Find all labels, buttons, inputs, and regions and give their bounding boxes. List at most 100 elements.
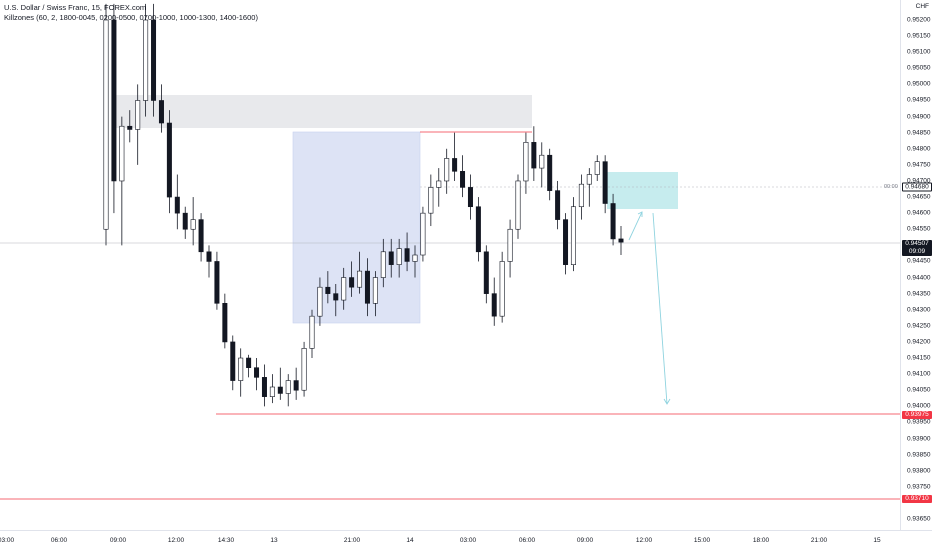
bar-countdown: 09:09 — [908, 248, 926, 255]
price-tick-label: 0.93850 — [907, 451, 931, 459]
bear-candle — [158, 100, 164, 124]
candlestick-chart[interactable] — [0, 0, 900, 530]
bear-candle — [349, 277, 355, 288]
bull-candle — [143, 19, 149, 101]
bull-candle — [269, 386, 275, 397]
price-tick-label: 0.94750 — [907, 161, 931, 169]
time-tick-label: 13 — [270, 537, 278, 544]
price-tick-label: 0.94900 — [907, 113, 931, 121]
bull-candle — [428, 187, 434, 214]
time-tick-label: 09:00 — [109, 537, 127, 544]
bear-candle — [404, 248, 410, 262]
bull-candle — [103, 19, 109, 230]
bear-candle — [602, 161, 608, 204]
bear-candle — [151, 19, 157, 101]
bull-candle — [507, 228, 513, 262]
price-tick-label: 0.93950 — [907, 418, 931, 426]
indicator-label[interactable]: Killzones (60, 2, 1800-0045, 0200-0500, … — [4, 13, 258, 22]
price-tick-label: 0.94850 — [907, 129, 931, 137]
current-price-value: 0.94507 — [905, 240, 929, 247]
bear-candle — [293, 380, 299, 391]
bull-candle — [372, 277, 378, 304]
bull-candle — [190, 219, 196, 230]
price-tick-label: 0.94350 — [907, 290, 931, 298]
time-tick-label: 14 — [406, 537, 414, 544]
bear-candle — [388, 251, 394, 265]
bull-candle — [412, 254, 418, 262]
bull-candle — [380, 251, 386, 278]
bull-candle — [135, 100, 141, 130]
time-axis[interactable]: 03:00 06:00 09:00 12:00 14:30 13 21:00 14 03:00 0… — [0, 530, 932, 551]
bear-candle — [254, 367, 260, 378]
bear-candle — [206, 251, 212, 262]
time-tick-label: 15:00 — [693, 537, 711, 544]
price-tick-label: 0.94600 — [907, 209, 931, 217]
bear-candle — [111, 19, 117, 182]
bull-candle — [341, 277, 347, 301]
low-level-1-tag: 0.93975 — [902, 411, 932, 419]
price-tick-label: 0.94100 — [907, 370, 931, 378]
time-tick-label: 03:00 — [0, 537, 15, 544]
time-tick-label: 12:00 — [167, 537, 185, 544]
arrow-up-path — [628, 211, 643, 241]
price-tick-label: 0.94700 — [907, 177, 931, 185]
price-tick-label: 0.95150 — [907, 32, 931, 40]
low-level-2-tag: 0.93710 — [902, 495, 932, 503]
bear-candle — [610, 203, 616, 240]
bull-candle — [499, 261, 505, 317]
bull-candle — [578, 183, 584, 208]
price-tick-label: 0.94400 — [907, 274, 931, 282]
bull-candle — [357, 270, 363, 288]
time-tick-label: 15 — [873, 537, 881, 544]
time-tick-label: 14:30 — [217, 537, 235, 544]
bull-candle — [285, 380, 291, 394]
bull-candle — [238, 357, 244, 381]
price-tick-label: 0.94950 — [907, 96, 931, 104]
price-tick-label: 0.94000 — [907, 402, 931, 410]
bear-candle — [475, 206, 481, 253]
price-tick-label: 0.93750 — [907, 483, 931, 491]
time-tick-label: 21:00 — [810, 537, 828, 544]
arrow-down-path — [652, 212, 668, 405]
bull-candle — [594, 161, 600, 175]
price-tick-label: 0.94450 — [907, 257, 931, 265]
bear-candle — [364, 270, 370, 304]
bear-candle — [460, 171, 466, 188]
bear-candle — [182, 212, 188, 230]
bull-candle — [396, 248, 402, 265]
bull-candle — [523, 142, 529, 182]
bear-candle — [198, 219, 204, 253]
price-tick-label: 0.95200 — [907, 16, 931, 24]
time-tick-label: 06:00 — [50, 537, 68, 544]
bear-candle — [277, 386, 283, 394]
currency-label: CHF — [915, 3, 929, 10]
bull-candle — [539, 154, 545, 169]
arrow-up-head — [637, 211, 643, 217]
time-tick-label: 18:00 — [752, 537, 770, 544]
price-tick-label: 0.94300 — [907, 306, 931, 314]
bull-candle — [420, 212, 426, 256]
bear-candle — [246, 357, 252, 368]
price-tick-label: 0.94150 — [907, 354, 931, 362]
bull-candle — [301, 348, 307, 391]
bear-candle — [127, 125, 133, 130]
time-tick-label: 21:00 — [343, 537, 361, 544]
bear-candle — [325, 286, 331, 294]
price-tick-label: 0.95100 — [907, 48, 931, 56]
current-price-tag: 0.94507 09:09 — [902, 240, 932, 256]
chart-area[interactable]: U.S. Dollar / Swiss Franc, 15, FOREX.com… — [0, 0, 900, 530]
gray-supply-zone — [112, 95, 532, 128]
bull-candle — [586, 174, 592, 185]
time-tick-label: 09:00 — [576, 537, 594, 544]
bear-candle — [166, 122, 172, 198]
blue-range-zone — [292, 131, 421, 324]
symbol-title[interactable]: U.S. Dollar / Swiss Franc, 15, FOREX.com — [4, 3, 147, 12]
bull-candle — [309, 315, 315, 349]
bear-candle — [483, 251, 489, 294]
bull-candle — [119, 125, 125, 182]
price-axis[interactable]: CHF 0.95200 0.95150 0.95100 0.95050 0.95000 0… — [900, 0, 932, 530]
bear-candle — [222, 303, 228, 343]
bear-candle — [452, 158, 458, 172]
price-tick-label: 0.94650 — [907, 193, 931, 201]
price-tick-label: 0.94050 — [907, 386, 931, 394]
